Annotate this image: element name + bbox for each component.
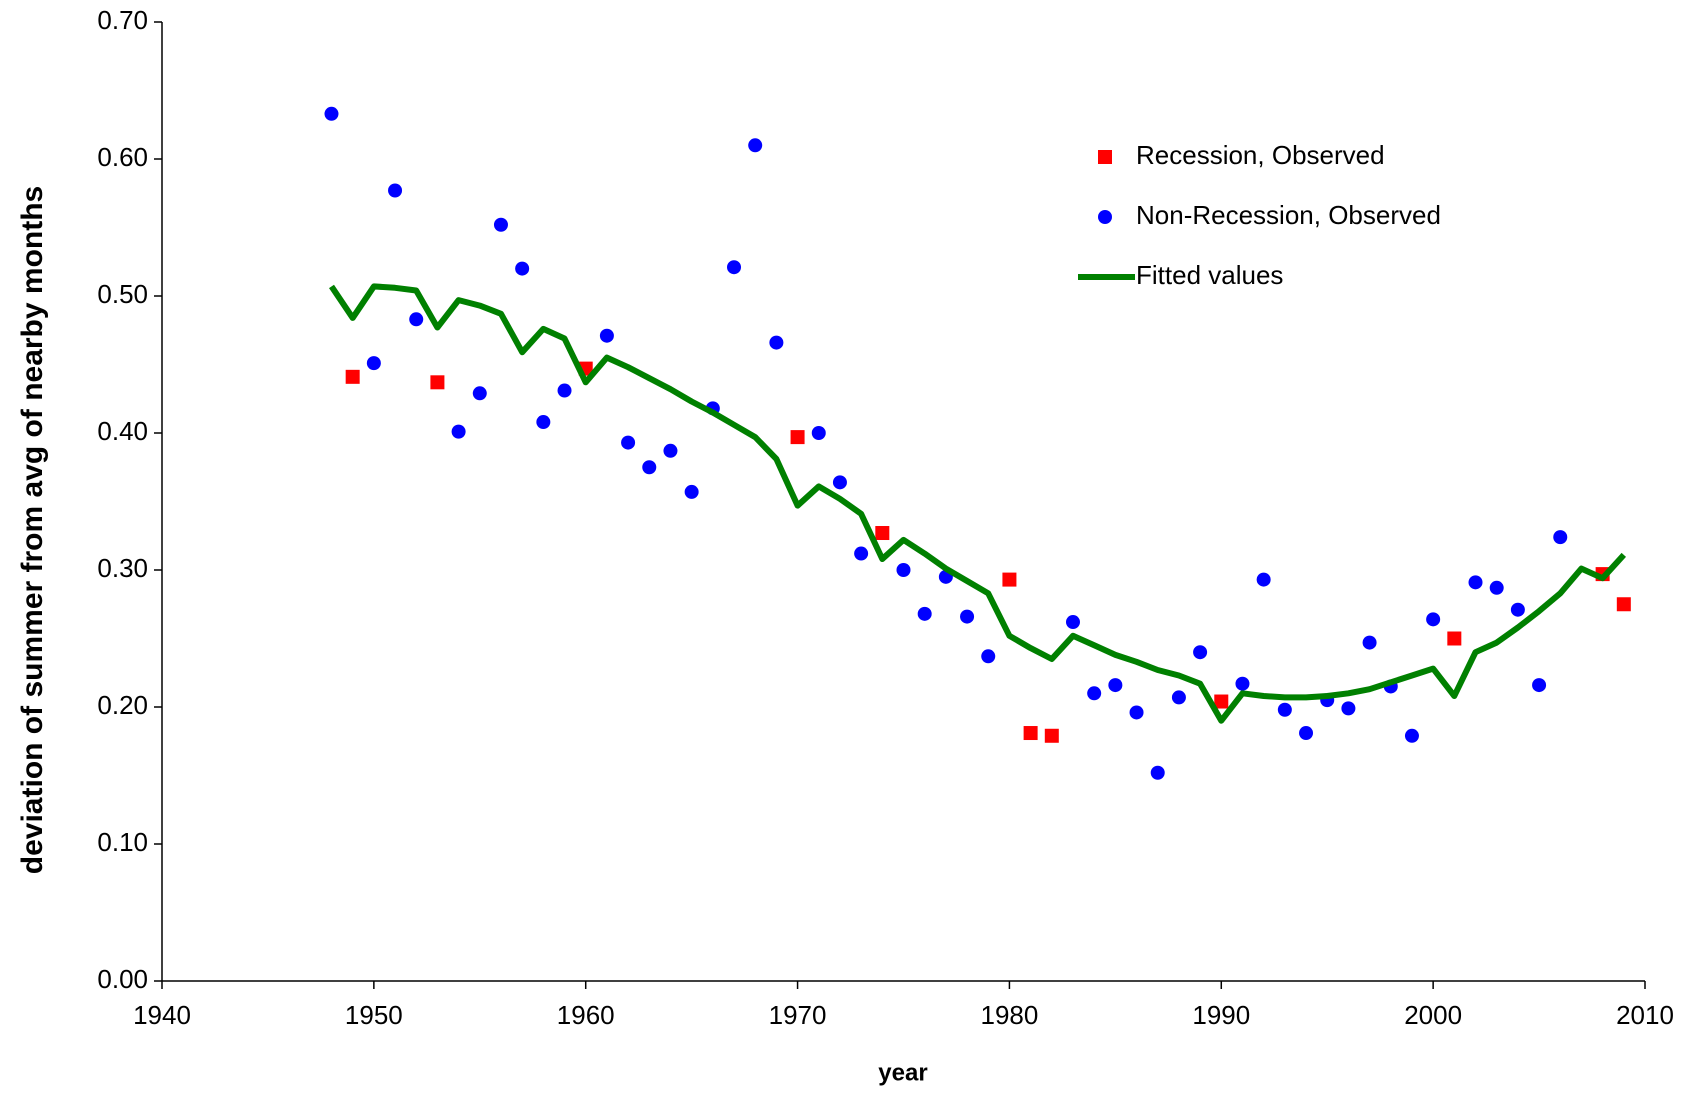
y-tick-label: 0.10	[97, 827, 148, 857]
point	[1023, 726, 1038, 741]
point	[1277, 702, 1292, 717]
point	[684, 484, 699, 499]
point	[790, 430, 805, 445]
y-axis-title: deviation of summer from avg of nearby m…	[16, 186, 49, 874]
point	[1002, 572, 1017, 587]
point	[642, 460, 657, 475]
point	[811, 426, 826, 440]
legend-marker	[1098, 150, 1112, 164]
point	[960, 609, 975, 624]
x-tick-label: 1970	[769, 1000, 827, 1030]
point	[1214, 694, 1229, 709]
legend-marker	[1098, 210, 1112, 224]
x-tick-label: 1980	[981, 1000, 1039, 1030]
x-tick-label: 1950	[345, 1000, 403, 1030]
point	[1087, 686, 1102, 701]
point	[1404, 728, 1419, 743]
point	[324, 106, 339, 121]
point	[854, 546, 869, 561]
point	[366, 356, 381, 371]
point	[1426, 612, 1441, 627]
point	[1299, 726, 1314, 741]
point	[472, 386, 487, 401]
legend-label: Fitted values	[1136, 260, 1283, 290]
point	[1362, 635, 1377, 650]
point	[345, 369, 360, 384]
y-tick-label: 0.60	[97, 142, 148, 172]
fitted-line	[329, 283, 1627, 724]
x-tick-label: 1960	[557, 1000, 615, 1030]
legend-label: Recession, Observed	[1136, 140, 1385, 170]
legend-label: Non-Recession, Observed	[1136, 200, 1441, 230]
point	[515, 261, 530, 276]
point	[1150, 765, 1165, 780]
point	[1532, 678, 1547, 693]
x-axis-title: year	[878, 1059, 927, 1086]
point	[1171, 690, 1186, 705]
point	[599, 328, 614, 343]
y-tick-label: 0.20	[97, 690, 148, 720]
point	[430, 375, 445, 390]
point	[1193, 645, 1208, 660]
point	[621, 435, 636, 450]
y-tick-label: 0.40	[97, 416, 148, 446]
y-tick-label: 0.30	[97, 553, 148, 583]
point	[493, 217, 508, 232]
y-tick-label: 0.70	[97, 5, 148, 35]
x-tick-label: 1990	[1192, 1000, 1250, 1030]
point	[1341, 701, 1356, 716]
point	[875, 526, 890, 541]
point	[832, 475, 847, 490]
point	[1256, 572, 1271, 587]
x-tick-label: 1940	[133, 1000, 191, 1030]
point	[896, 563, 911, 577]
point	[1108, 678, 1123, 693]
point	[663, 443, 678, 458]
point	[917, 606, 932, 621]
point	[1044, 728, 1059, 743]
point	[1553, 530, 1568, 545]
point	[1510, 602, 1525, 617]
point	[1489, 580, 1504, 595]
point	[727, 260, 742, 275]
point	[451, 424, 466, 439]
point	[388, 183, 403, 198]
point	[1235, 676, 1250, 691]
x-tick-label: 2010	[1616, 1000, 1674, 1030]
y-tick-label: 0.00	[97, 964, 148, 994]
point	[409, 312, 424, 327]
point	[1065, 615, 1080, 630]
point	[536, 415, 551, 430]
point	[1129, 705, 1144, 720]
y-tick-label: 0.50	[97, 279, 148, 309]
point	[981, 649, 996, 664]
point	[1468, 575, 1483, 590]
point	[1616, 597, 1631, 612]
point	[557, 383, 572, 398]
point	[1447, 631, 1462, 646]
x-tick-label: 2000	[1404, 1000, 1462, 1030]
point	[748, 138, 763, 153]
point	[769, 335, 784, 350]
